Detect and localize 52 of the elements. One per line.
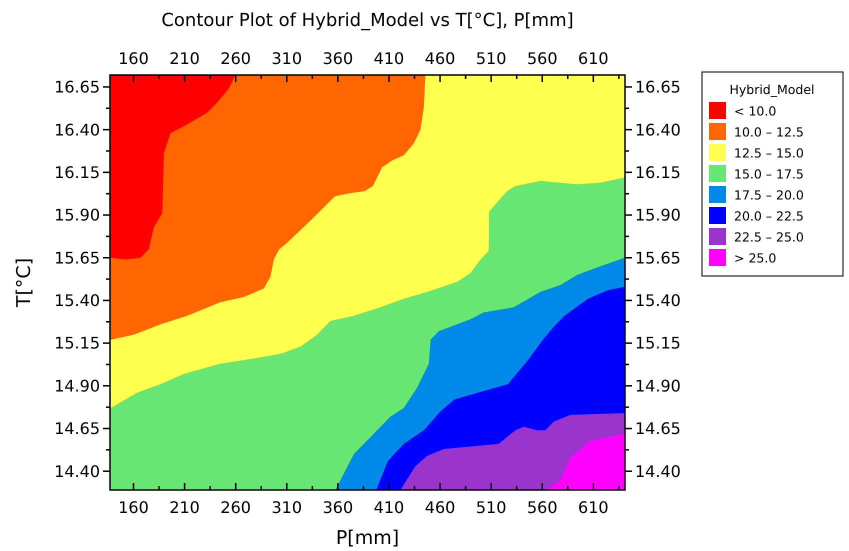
y-tick-label: 16.15 xyxy=(54,162,100,182)
y2-tick-label: 15.90 xyxy=(635,206,681,225)
x2-tick-label: 160 xyxy=(118,498,149,517)
x2-tick-label: 260 xyxy=(220,498,251,517)
x-tick-label: 410 xyxy=(374,49,404,68)
y2-tick-label: 16.40 xyxy=(635,120,681,140)
x2-tick-label: 460 xyxy=(424,498,456,517)
y-tick-label: 14.90 xyxy=(54,376,100,396)
y2-tick-label: 16.65 xyxy=(635,78,681,97)
y-tick-label: 16.40 xyxy=(54,120,100,140)
legend-label: 15.0 – 17.5 xyxy=(734,166,804,182)
y2-tick-label: 16.15 xyxy=(635,162,681,182)
y-tick-label: 14.40 xyxy=(54,462,100,481)
legend-label: 17.5 – 20.0 xyxy=(734,187,804,202)
x2-tick-label: 410 xyxy=(374,498,404,517)
y-tick-label: 15.65 xyxy=(54,248,100,268)
y-tick-label: 15.15 xyxy=(54,334,100,353)
y-axis-title: T[°C] xyxy=(13,258,35,308)
y2-tick-label: 15.65 xyxy=(635,248,681,268)
x2-tick-label: 360 xyxy=(322,498,354,517)
y2-tick-label: 14.40 xyxy=(635,462,681,481)
x2-tick-label: 610 xyxy=(578,498,609,517)
x-tick-label: 210 xyxy=(169,49,200,68)
y2-tick-label: 14.65 xyxy=(635,419,681,438)
y-tick-label: 16.65 xyxy=(54,78,100,97)
legend-label: > 25.0 xyxy=(734,250,776,266)
x-tick-label: 460 xyxy=(424,49,456,68)
legend-label: 20.0 – 22.5 xyxy=(734,208,804,224)
y-tick-label: 15.40 xyxy=(54,291,100,310)
x-tick-label: 510 xyxy=(476,49,506,68)
y2-tick-label: 15.40 xyxy=(635,291,681,310)
x-axis-title: P[mm] xyxy=(336,527,400,549)
x2-tick-label: 210 xyxy=(169,498,200,517)
legend-label: < 10.0 xyxy=(734,103,776,118)
chart-title: Contour Plot of Hybrid_Model vs T[°C], P[mm] xyxy=(161,10,574,31)
x2-tick-label: 310 xyxy=(272,498,302,517)
x-tick-label: 260 xyxy=(220,49,251,68)
legend-label: 22.5 – 25.0 xyxy=(734,229,804,244)
x-tick-label: 610 xyxy=(578,49,609,68)
x-tick-label: 360 xyxy=(322,49,354,68)
x-tick-label: 160 xyxy=(118,49,149,68)
x2-tick-label: 560 xyxy=(526,498,558,517)
legend-title: Hybrid_Model xyxy=(729,82,815,97)
x-tick-label: 310 xyxy=(272,49,302,68)
x2-tick-label: 510 xyxy=(476,498,506,517)
legend-label: 12.5 – 15.0 xyxy=(734,145,804,160)
legend-label: 10.0 – 12.5 xyxy=(734,124,804,140)
y-tick-label: 15.90 xyxy=(54,206,100,225)
y2-tick-label: 14.90 xyxy=(635,376,681,396)
x-tick-label: 560 xyxy=(526,49,558,68)
y-tick-label: 14.65 xyxy=(54,419,100,438)
y2-tick-label: 15.15 xyxy=(635,334,681,353)
